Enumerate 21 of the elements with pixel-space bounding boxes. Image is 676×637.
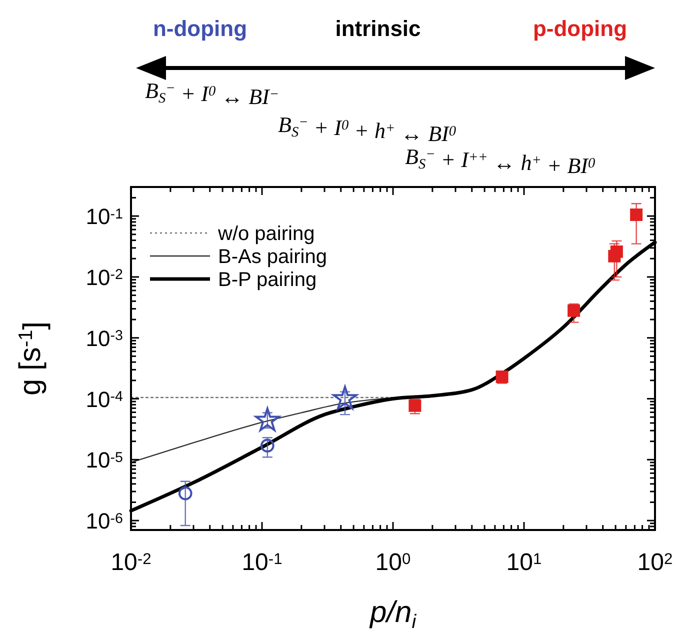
text: B$_{S}$$^{−}$ + I$^{0}$ ↔ BI$^{−}$ — [145, 78, 280, 110]
text: intrinsic — [335, 16, 421, 41]
legend-label: B-As pairing — [218, 246, 327, 268]
x-axis-title: p/n$_{i}$ — [368, 596, 417, 633]
y-tick-label: 10$^{-1}$ — [86, 204, 124, 230]
x-tick-label: 10$^{-2}$ — [110, 549, 152, 576]
y-tick-label: 10$^{-2}$ — [86, 264, 124, 290]
x-tick-label: 10$^{-1}$ — [242, 549, 282, 576]
text: B$_{S}$$^{−}$ + I$^{++}$ ↔ h$^{+}$ + BI$^{0}$ — [405, 144, 596, 178]
y-tick-label: 10$^{-6}$ — [86, 508, 124, 534]
y-tick-label: 10$^{-3}$ — [86, 326, 124, 351]
text: p-doping — [532, 16, 628, 41]
y-tick-label: 10$^{-4}$ — [86, 386, 124, 412]
legend-label: B-P pairing — [218, 269, 317, 291]
x-tick-label: 10$^{0}$ — [375, 549, 412, 576]
text: B$_{S}$$^{−}$ + I$^{0}$ + h$^{+}$ ↔ BI$^{0}$ — [278, 112, 456, 146]
text: n-doping — [152, 16, 248, 41]
y-tick-label: 10$^{-5}$ — [86, 448, 124, 473]
x-tick-label: 10$^{1}$ — [506, 549, 542, 576]
x-tick-label: 10$^{2}$ — [637, 549, 673, 576]
legend-label: w/o pairing — [217, 223, 315, 245]
